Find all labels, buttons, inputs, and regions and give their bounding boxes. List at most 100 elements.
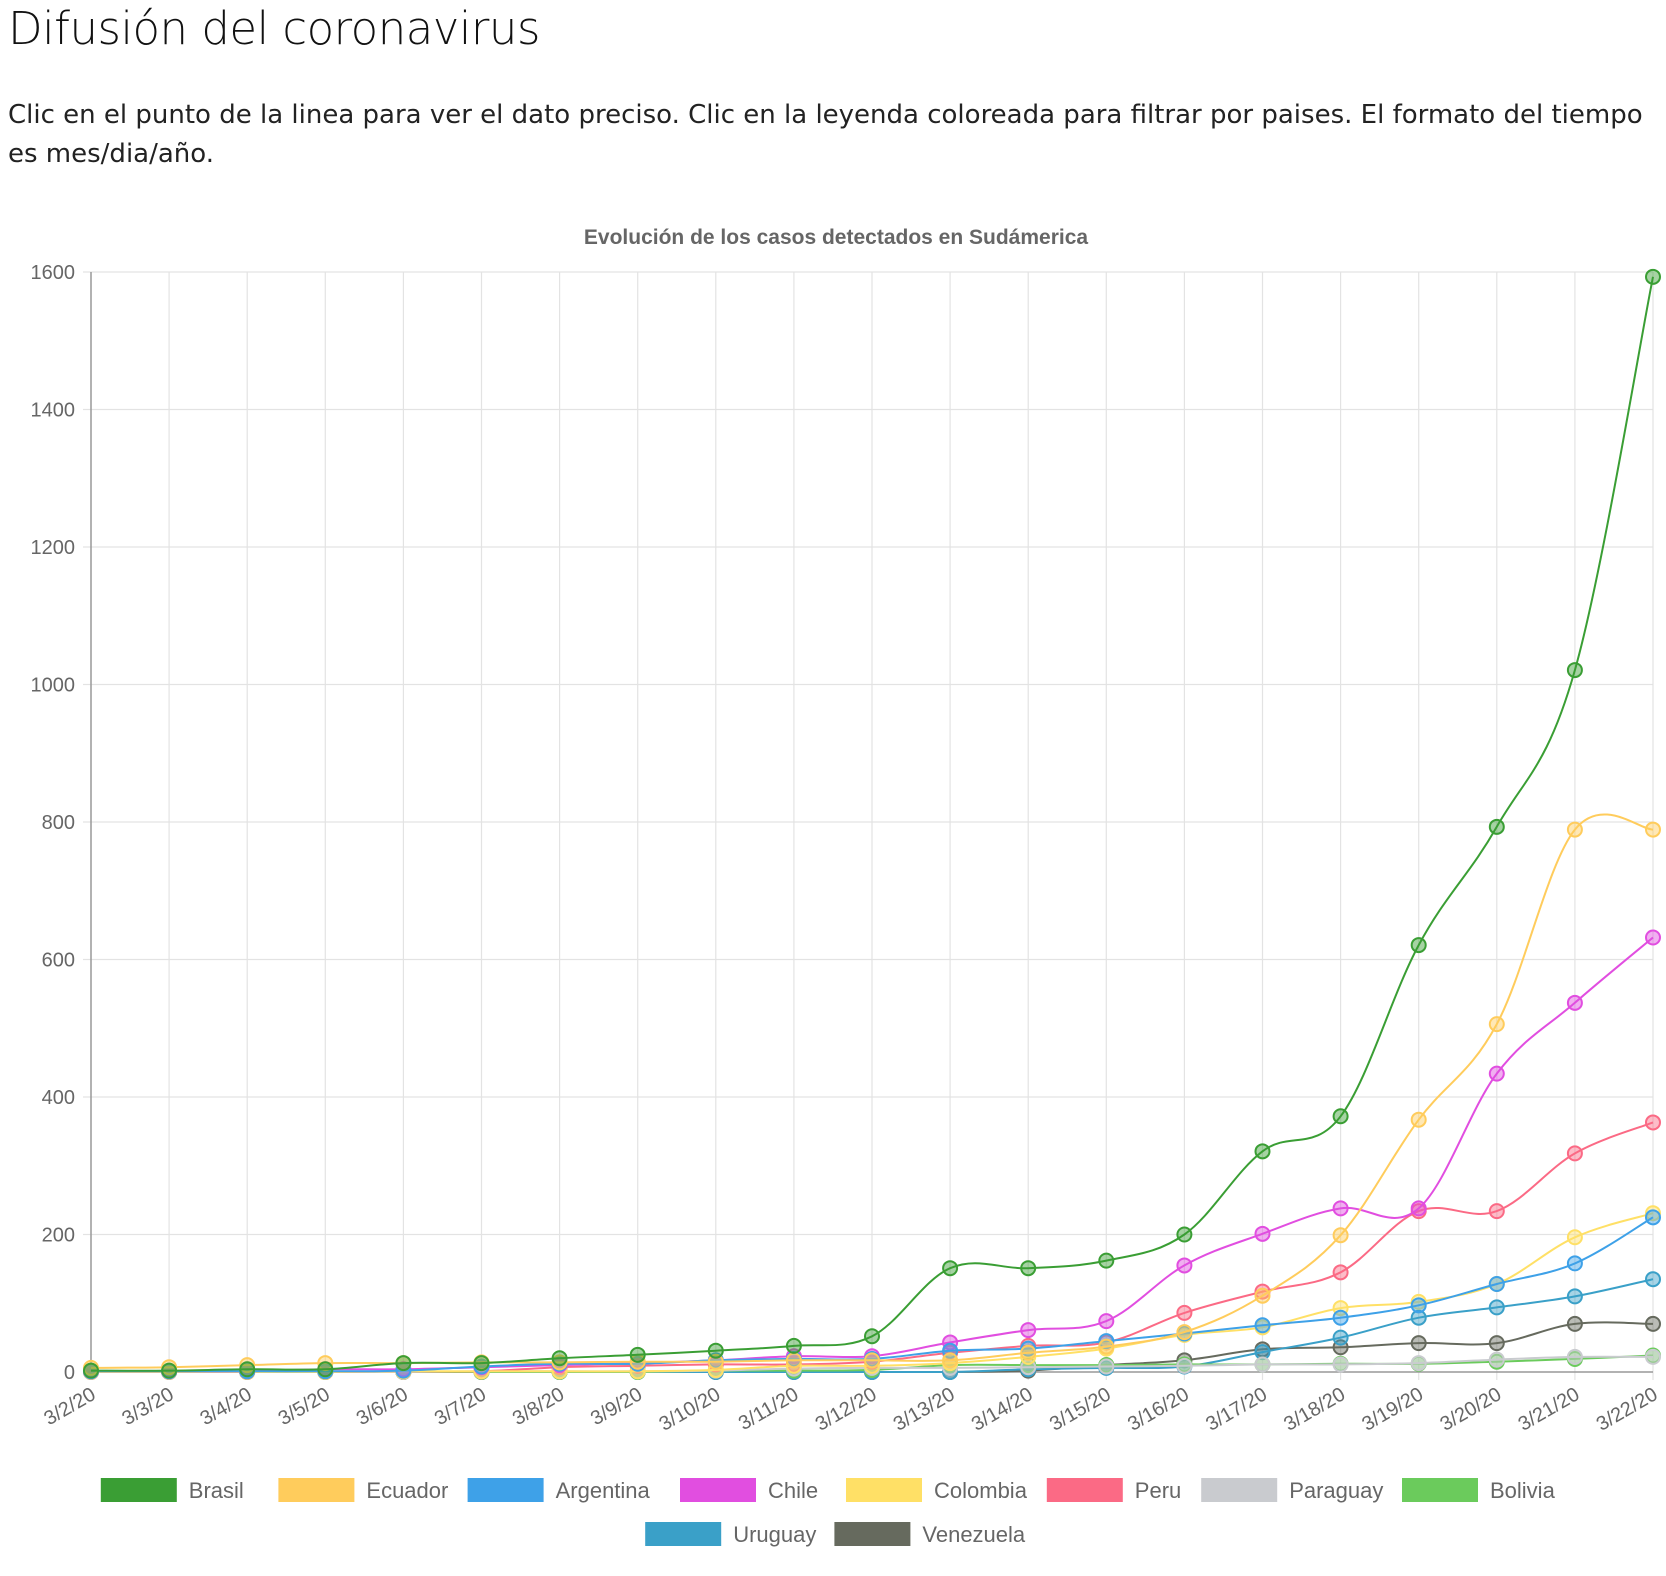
data-point-peru[interactable] bbox=[1566, 1145, 1583, 1162]
data-point-peru[interactable] bbox=[1645, 1114, 1661, 1131]
data-point-venezuela[interactable] bbox=[1566, 1315, 1583, 1332]
data-point-ecuador[interactable] bbox=[942, 1352, 959, 1369]
data-point-colombia[interactable] bbox=[1566, 1229, 1583, 1246]
data-point-chile[interactable] bbox=[1176, 1257, 1193, 1274]
data-point-ecuador[interactable] bbox=[785, 1352, 802, 1369]
legend-item-chile[interactable]: Chile bbox=[680, 1478, 818, 1503]
chart-legend: Brasil Ecuador Argentina Chile Colombia Peru P… bbox=[100, 1478, 1556, 1547]
data-point-chile[interactable] bbox=[1410, 1200, 1427, 1217]
data-point-ecuador[interactable] bbox=[1332, 1227, 1349, 1244]
data-point-peru[interactable] bbox=[1488, 1203, 1505, 1220]
data-point-chile[interactable] bbox=[1254, 1225, 1271, 1242]
data-point-uruguay[interactable] bbox=[1645, 1271, 1661, 1288]
data-point-venezuela[interactable] bbox=[1410, 1335, 1427, 1352]
legend-item-paraguay[interactable]: Paraguay bbox=[1201, 1478, 1383, 1503]
data-point-ecuador[interactable] bbox=[1410, 1111, 1427, 1128]
intro-text: Clic en el punto de la linea para ver el… bbox=[8, 100, 1643, 169]
x-tick-label: 3/2/20 bbox=[40, 1383, 99, 1430]
data-point-brasil[interactable] bbox=[317, 1361, 334, 1378]
data-point-brasil[interactable] bbox=[239, 1361, 256, 1378]
data-point-chile[interactable] bbox=[1566, 994, 1583, 1011]
data-point-ecuador[interactable] bbox=[1254, 1287, 1271, 1304]
legend-label-peru: Peru bbox=[1135, 1478, 1181, 1503]
data-point-paraguay[interactable] bbox=[1645, 1348, 1661, 1365]
data-point-ecuador[interactable] bbox=[1020, 1344, 1037, 1361]
data-point-paraguay[interactable] bbox=[1488, 1351, 1505, 1368]
data-point-brasil[interactable] bbox=[395, 1355, 412, 1372]
data-point-brasil[interactable] bbox=[161, 1362, 178, 1379]
data-point-uruguay[interactable] bbox=[1488, 1299, 1505, 1316]
legend-item-bolivia[interactable]: Bolivia bbox=[1402, 1478, 1556, 1503]
chart-grid bbox=[83, 271, 1654, 1380]
data-point-paraguay[interactable] bbox=[1254, 1356, 1271, 1373]
data-point-uruguay[interactable] bbox=[1566, 1288, 1583, 1305]
data-point-uruguay[interactable] bbox=[1254, 1344, 1271, 1361]
legend-swatch-ecuador bbox=[278, 1478, 355, 1502]
data-point-venezuela[interactable] bbox=[1645, 1315, 1661, 1332]
data-point-argentina[interactable] bbox=[1410, 1297, 1427, 1314]
data-point-argentina[interactable] bbox=[1098, 1333, 1115, 1350]
legend-label-argentina: Argentina bbox=[556, 1478, 651, 1503]
x-tick-label: 3/19/20 bbox=[1358, 1383, 1427, 1435]
data-point-ecuador[interactable] bbox=[1176, 1324, 1193, 1341]
data-point-ecuador[interactable] bbox=[1645, 821, 1661, 838]
data-point-brasil[interactable] bbox=[473, 1355, 490, 1372]
data-point-brasil[interactable] bbox=[551, 1350, 568, 1367]
data-point-chile[interactable] bbox=[1098, 1313, 1115, 1330]
legend-item-uruguay[interactable]: Uruguay bbox=[645, 1522, 816, 1547]
data-point-brasil[interactable] bbox=[942, 1260, 959, 1277]
data-point-brasil[interactable] bbox=[629, 1346, 646, 1363]
data-point-brasil[interactable] bbox=[1488, 818, 1505, 835]
data-point-venezuela[interactable] bbox=[1488, 1335, 1505, 1352]
data-point-brasil[interactable] bbox=[1176, 1226, 1193, 1243]
data-point-peru[interactable] bbox=[1332, 1264, 1349, 1281]
legend-item-argentina[interactable]: Argentina bbox=[467, 1478, 651, 1503]
data-point-argentina[interactable] bbox=[1254, 1317, 1271, 1334]
page-title: Difusión del coronavirus bbox=[8, 2, 540, 55]
data-point-brasil[interactable] bbox=[1566, 662, 1583, 679]
data-point-chile[interactable] bbox=[942, 1334, 959, 1351]
data-point-ecuador[interactable] bbox=[707, 1353, 724, 1370]
data-point-ecuador[interactable] bbox=[1566, 821, 1583, 838]
legend-item-colombia[interactable]: Colombia bbox=[846, 1478, 1028, 1503]
data-point-argentina[interactable] bbox=[1488, 1276, 1505, 1292]
data-point-brasil[interactable] bbox=[864, 1328, 880, 1345]
data-point-brasil[interactable] bbox=[785, 1337, 802, 1354]
legend-item-ecuador[interactable]: Ecuador bbox=[278, 1478, 448, 1503]
x-tick-label: 3/20/20 bbox=[1437, 1383, 1506, 1435]
data-point-brasil[interactable] bbox=[1410, 937, 1427, 954]
data-point-chile[interactable] bbox=[1020, 1322, 1037, 1339]
data-point-colombia[interactable] bbox=[1645, 1205, 1661, 1222]
y-tick-label: 1600 bbox=[31, 262, 76, 284]
data-point-brasil[interactable] bbox=[1254, 1143, 1271, 1160]
data-point-ecuador[interactable] bbox=[1098, 1338, 1115, 1355]
data-point-brasil[interactable] bbox=[1098, 1252, 1115, 1269]
data-point-uruguay[interactable] bbox=[1410, 1309, 1427, 1326]
data-point-chile[interactable] bbox=[1488, 1065, 1505, 1082]
data-point-argentina[interactable] bbox=[1332, 1309, 1349, 1326]
data-point-brasil[interactable] bbox=[707, 1342, 724, 1359]
series-brasil bbox=[83, 268, 1661, 1379]
legend-swatch-colombia bbox=[846, 1478, 922, 1502]
data-point-brasil[interactable] bbox=[1020, 1260, 1037, 1277]
data-point-chile[interactable] bbox=[1332, 1200, 1349, 1217]
data-point-paraguay[interactable] bbox=[1332, 1356, 1349, 1373]
data-point-peru[interactable] bbox=[1176, 1304, 1193, 1321]
legend-label-bolivia: Bolivia bbox=[1490, 1478, 1556, 1503]
data-point-ecuador[interactable] bbox=[1488, 1016, 1505, 1033]
data-point-brasil[interactable] bbox=[1645, 268, 1661, 285]
legend-item-peru[interactable]: Peru bbox=[1046, 1478, 1181, 1503]
data-point-brasil[interactable] bbox=[1332, 1108, 1349, 1125]
legend-item-brasil[interactable]: Brasil bbox=[100, 1478, 244, 1503]
data-point-argentina[interactable] bbox=[1645, 1209, 1661, 1226]
data-point-paraguay[interactable] bbox=[1098, 1358, 1115, 1375]
data-point-paraguay[interactable] bbox=[1176, 1357, 1193, 1374]
data-point-argentina[interactable] bbox=[1566, 1255, 1583, 1272]
data-point-paraguay[interactable] bbox=[1410, 1355, 1427, 1372]
legend-item-venezuela[interactable]: Venezuela bbox=[834, 1522, 1026, 1547]
data-point-paraguay[interactable] bbox=[1566, 1348, 1583, 1365]
data-point-ecuador[interactable] bbox=[864, 1352, 880, 1369]
data-point-uruguay[interactable] bbox=[1332, 1329, 1349, 1346]
data-point-chile[interactable] bbox=[1645, 929, 1661, 946]
data-point-brasil[interactable] bbox=[83, 1362, 99, 1379]
